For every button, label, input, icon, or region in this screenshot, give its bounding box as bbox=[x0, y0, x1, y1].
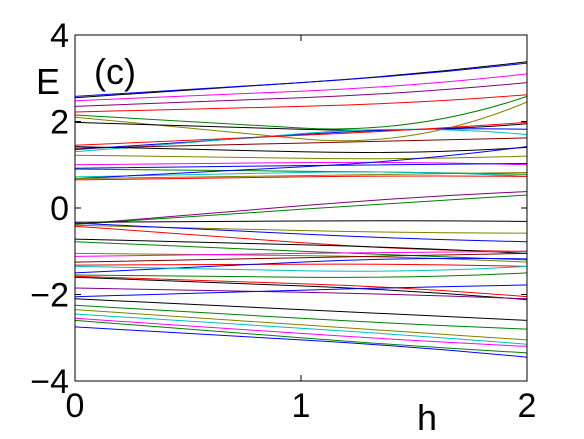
series-line-45 bbox=[74, 319, 528, 354]
series-line-42 bbox=[74, 309, 528, 341]
series-line-37 bbox=[74, 275, 528, 298]
tick-labels: −4 −2 0 2 4 0 1 2 bbox=[30, 17, 536, 425]
series-line-4 bbox=[74, 94, 528, 113]
series-line-8 bbox=[74, 128, 528, 151]
panel-label: (c) bbox=[94, 51, 136, 92]
x-tick-label: 0 bbox=[66, 387, 85, 425]
series-line-46 bbox=[74, 326, 528, 358]
series-line-1 bbox=[74, 62, 528, 97]
y-axis-label: E bbox=[36, 61, 60, 102]
y-tick-label: 0 bbox=[50, 190, 69, 228]
axis-ticks bbox=[74, 34, 528, 382]
series-line-32 bbox=[74, 263, 528, 267]
series-line-34 bbox=[74, 265, 528, 272]
series-line-3 bbox=[74, 82, 528, 107]
series-line-6 bbox=[74, 101, 528, 142]
series-line-31 bbox=[74, 252, 528, 263]
series-line-13 bbox=[74, 154, 528, 160]
series-line-33 bbox=[74, 257, 528, 274]
series-line-23 bbox=[74, 220, 528, 223]
x-tick-label: 1 bbox=[292, 387, 311, 425]
series-line-14 bbox=[74, 161, 528, 166]
y-tick-label: −4 bbox=[30, 363, 69, 401]
series-line-11 bbox=[74, 137, 528, 149]
series-line-20 bbox=[74, 172, 528, 180]
series-line-25 bbox=[74, 222, 528, 243]
series-line-15 bbox=[74, 163, 528, 169]
series-line-41 bbox=[74, 304, 528, 330]
series-line-5 bbox=[74, 95, 528, 130]
series-line-38 bbox=[74, 287, 528, 300]
series-line-43 bbox=[74, 313, 528, 345]
series-line-22 bbox=[74, 194, 528, 225]
series-line-2 bbox=[74, 73, 528, 102]
series-line-19 bbox=[74, 146, 528, 180]
series-line-44 bbox=[74, 317, 528, 347]
series-line-10 bbox=[74, 121, 528, 146]
x-tick-label: 2 bbox=[518, 387, 537, 425]
series-line-7 bbox=[74, 121, 528, 131]
x-axis-label: h bbox=[417, 397, 437, 438]
series-line-9 bbox=[74, 128, 528, 153]
series-line-21 bbox=[74, 191, 528, 225]
series-line-28 bbox=[74, 241, 528, 261]
series-line-36 bbox=[74, 276, 528, 301]
series-line-39 bbox=[74, 284, 528, 298]
series-lines bbox=[74, 61, 528, 358]
series-line-40 bbox=[74, 298, 528, 321]
series-line-18 bbox=[74, 175, 528, 181]
series-line-27 bbox=[74, 238, 528, 254]
y-tick-label: −2 bbox=[30, 277, 69, 315]
series-line-35 bbox=[74, 272, 528, 278]
y-tick-label: 4 bbox=[50, 17, 69, 55]
y-tick-label: 2 bbox=[50, 104, 69, 142]
series-line-12 bbox=[74, 146, 528, 153]
series-line-30 bbox=[74, 250, 528, 257]
series-line-29 bbox=[74, 252, 528, 263]
